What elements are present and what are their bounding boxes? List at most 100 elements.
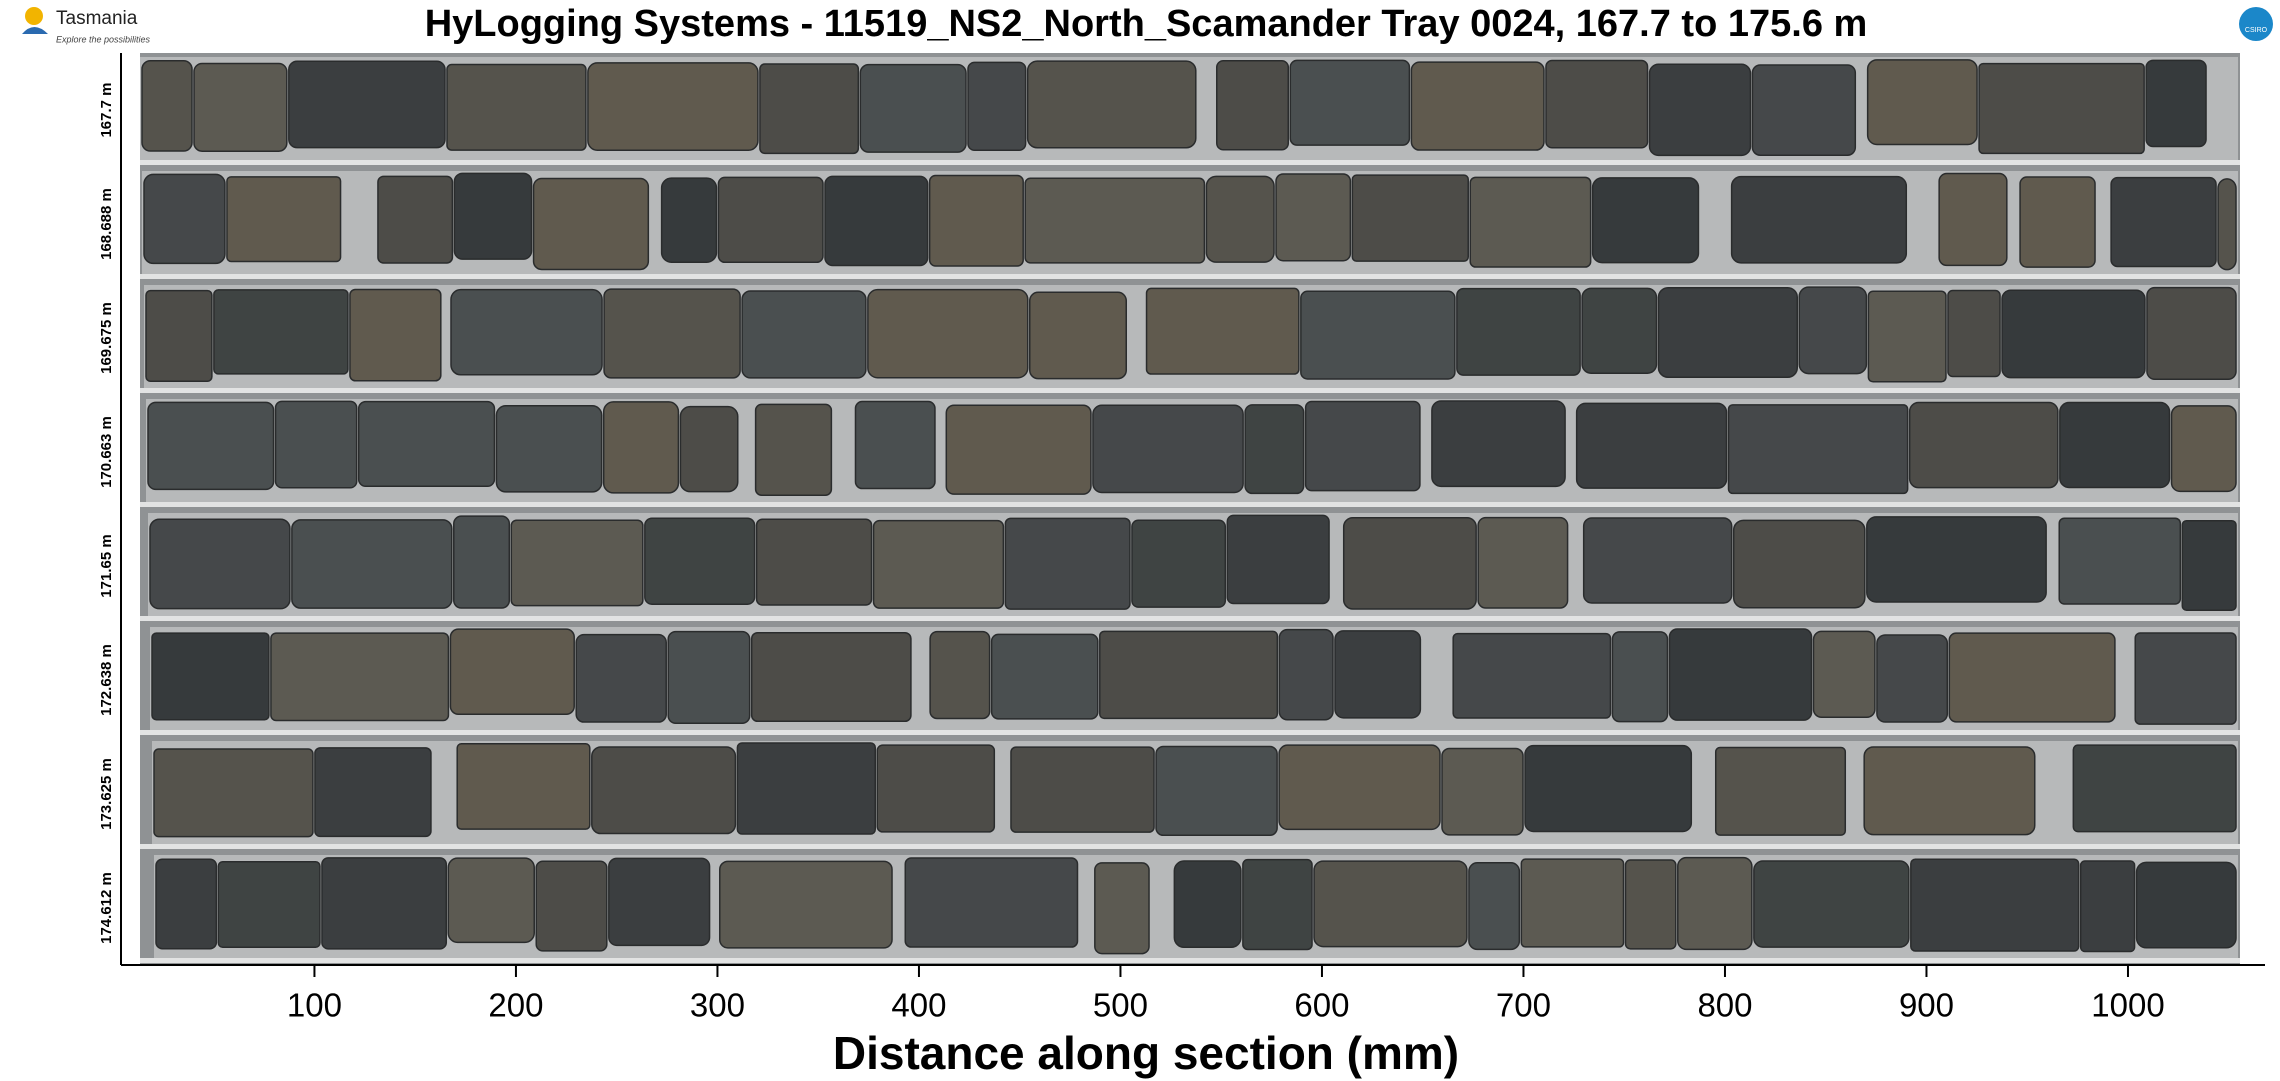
- core-piece: [1812, 630, 1876, 719]
- core-piece: [1026, 60, 1197, 149]
- core-piece: [453, 172, 533, 260]
- core-piece: [876, 744, 996, 833]
- core-row: 172.638 m: [98, 627, 2240, 735]
- core-piece: [1010, 746, 1155, 833]
- core-piece: [1730, 175, 1908, 264]
- core-piece: [1938, 172, 2008, 267]
- core-piece: [2059, 401, 2171, 489]
- core-piece: [750, 631, 912, 723]
- core-row: 167.7 m: [98, 57, 2240, 165]
- core-piece: [1028, 291, 1128, 380]
- core-piece: [291, 519, 453, 609]
- core-piece: [854, 400, 936, 490]
- core-piece: [2217, 178, 2237, 271]
- core-piece: [1334, 630, 1422, 719]
- core-piece: [1441, 747, 1524, 836]
- core-piece: [2135, 861, 2237, 949]
- core-piece: [1714, 746, 1847, 836]
- core-piece: [608, 857, 711, 947]
- core-piece: [288, 60, 446, 149]
- core-piece: [867, 288, 1029, 379]
- core-piece: [450, 288, 603, 376]
- logo-sun: [25, 7, 43, 25]
- core-row: 170.663 m: [98, 399, 2240, 507]
- core-piece: [153, 748, 314, 838]
- core-piece: [1410, 61, 1545, 151]
- x-tick-label: 900: [1899, 987, 1954, 1024]
- core-piece: [1477, 516, 1569, 609]
- core-piece: [2072, 744, 2237, 833]
- core-piece: [155, 858, 218, 950]
- core-piece: [2145, 59, 2207, 148]
- core-piece: [532, 177, 650, 271]
- core-piece: [603, 288, 741, 379]
- core-piece: [1575, 402, 1728, 489]
- core-piece: [1452, 632, 1612, 719]
- core-piece: [1677, 856, 1753, 951]
- core-piece: [321, 857, 448, 950]
- core-piece: [1727, 404, 1909, 495]
- core-piece: [1520, 858, 1625, 948]
- core-piece: [1145, 287, 1300, 375]
- core-piece: [587, 62, 759, 151]
- core-piece: [1581, 287, 1658, 374]
- core-piece: [1004, 517, 1131, 610]
- core-piece: [904, 857, 1079, 948]
- core-piece: [1275, 173, 1352, 262]
- core-piece: [929, 630, 991, 720]
- tray-divider: [140, 958, 2240, 963]
- core-piece: [591, 746, 737, 835]
- x-axis-label: Distance along section (mm): [833, 1027, 1459, 1079]
- core-piece: [717, 176, 824, 264]
- x-tick-label: 400: [891, 987, 946, 1024]
- core-piece: [141, 59, 193, 152]
- core-piece: [602, 401, 680, 494]
- core-piece: [1524, 744, 1693, 833]
- core-piece: [1313, 860, 1468, 948]
- core-piece: [859, 63, 967, 153]
- x-tick-label: 1000: [2091, 987, 2164, 1024]
- core-row: 171.65 m: [98, 513, 2240, 621]
- core-piece: [755, 518, 873, 606]
- core-piece: [660, 177, 718, 263]
- core-piece: [1278, 744, 1441, 831]
- core-piece: [1657, 286, 1799, 378]
- row-depth-label: 171.65 m: [98, 534, 115, 597]
- core-piece: [1099, 630, 1279, 720]
- x-tick-label: 200: [488, 987, 543, 1024]
- core-piece: [1751, 64, 1857, 156]
- core-piece: [1611, 631, 1669, 723]
- x-tick-label: 800: [1697, 987, 1752, 1024]
- core-piece: [967, 61, 1027, 152]
- axis-labels: 100 200 300 400 500 600 700 800 900 1000: [287, 965, 2165, 1024]
- core-piece: [1216, 59, 1290, 151]
- badge-circle: [2239, 7, 2273, 41]
- core-piece: [1469, 176, 1592, 268]
- tray-divider: [140, 274, 2240, 279]
- tray-divider: [140, 388, 2240, 393]
- core-piece: [2079, 860, 2136, 953]
- logo-tagline: Explore the possibilities: [56, 34, 151, 44]
- core-piece: [453, 515, 511, 609]
- core-piece: [447, 857, 535, 944]
- row-depth-label: 174.612 m: [98, 872, 115, 944]
- core-piece: [679, 405, 739, 493]
- core-piece: [1244, 404, 1305, 495]
- core-piece: [2001, 289, 2146, 379]
- core-piece: [1205, 175, 1275, 263]
- core-piece: [736, 742, 876, 835]
- core-piece: [1226, 514, 1330, 605]
- core-piece: [667, 630, 751, 724]
- core-piece: [495, 404, 603, 493]
- core-piece: [1908, 401, 2059, 489]
- core-piece: [1242, 858, 1313, 951]
- core-piece: [759, 63, 860, 155]
- core-piece: [990, 633, 1099, 720]
- core-piece: [2146, 286, 2237, 380]
- csiro-badge: CSIRO: [2239, 7, 2273, 41]
- core-piece: [1173, 860, 1242, 949]
- core-piece: [151, 632, 270, 721]
- core-piece: [357, 400, 496, 488]
- core-piece: [1545, 59, 1649, 149]
- x-tick-label: 300: [690, 987, 745, 1024]
